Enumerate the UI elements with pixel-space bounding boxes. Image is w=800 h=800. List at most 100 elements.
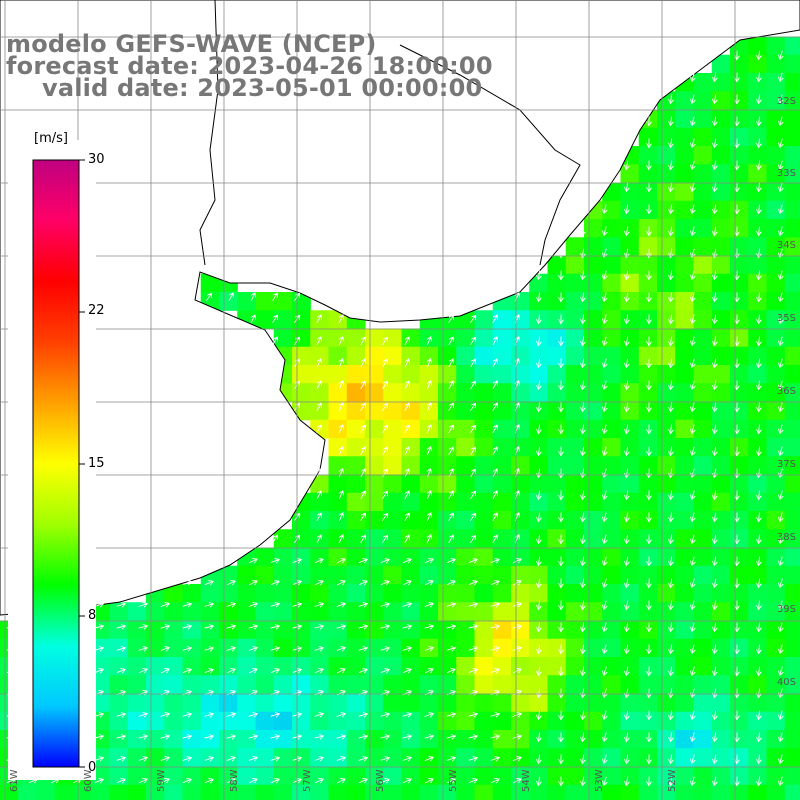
wind-cell <box>474 529 494 549</box>
wind-arrow <box>490 602 501 608</box>
wind-cell <box>346 584 366 603</box>
wind-cell <box>529 273 549 293</box>
wind-cell <box>456 492 476 512</box>
wind-cell <box>711 237 731 257</box>
wind-arrow <box>226 624 237 630</box>
wind-arrow <box>646 710 652 721</box>
wind-arrow <box>448 424 454 434</box>
wind-arrow <box>248 756 258 762</box>
wind-cell <box>328 346 348 366</box>
wind-arrow <box>558 534 564 545</box>
wind-cell <box>730 529 749 549</box>
wind-arrow <box>94 646 105 652</box>
wind-cell <box>511 730 530 749</box>
wind-cell <box>255 547 275 567</box>
wind-cell <box>419 711 439 731</box>
wind-arrow <box>668 336 674 347</box>
wind-arrow <box>204 778 214 784</box>
wind-cell <box>766 200 786 220</box>
wind-cell <box>383 638 403 658</box>
wind-cell <box>784 237 800 257</box>
wind-arrow <box>248 668 258 674</box>
wind-arrow <box>756 666 762 677</box>
wind-cell <box>784 273 800 293</box>
wind-arrow <box>469 314 477 323</box>
wind-cell <box>401 730 421 749</box>
wind-cell <box>328 620 348 640</box>
wind-cell <box>237 748 257 768</box>
wind-cell <box>693 164 713 184</box>
wind-cell <box>419 383 439 403</box>
wind-cell <box>146 711 165 731</box>
wind-cell <box>602 273 622 293</box>
wind-cell <box>693 146 713 165</box>
wind-cell <box>474 730 494 749</box>
wind-cell <box>730 54 749 74</box>
wind-cell <box>730 766 749 786</box>
wind-arrow <box>756 336 762 347</box>
wind-cell <box>164 784 184 800</box>
wind-cell <box>419 474 439 494</box>
wind-arrow <box>336 602 346 608</box>
wind-arrow <box>404 512 410 522</box>
wind-cell <box>456 584 476 603</box>
wind-arrow <box>314 558 324 564</box>
wind-cell <box>748 346 768 366</box>
wind-cell <box>164 730 184 749</box>
wind-arrow <box>580 732 586 743</box>
wind-cell <box>547 328 567 348</box>
wind-arrow <box>712 534 718 545</box>
wind-cell <box>748 693 768 713</box>
wind-arrow <box>536 534 542 545</box>
wind-arrow <box>602 204 608 215</box>
wind-arrow <box>668 204 674 215</box>
wind-cell <box>511 474 530 494</box>
wind-cell <box>657 219 676 238</box>
wind-cell <box>346 602 366 622</box>
wind-arrow <box>712 490 718 501</box>
wind-arrow <box>580 666 586 677</box>
wind-cell <box>456 383 476 403</box>
wind-cell <box>328 748 348 768</box>
wind-cell <box>547 657 567 676</box>
wind-cell <box>638 292 658 311</box>
wind-arrow <box>226 602 236 608</box>
wind-cell <box>693 365 713 384</box>
wind-cell <box>18 784 38 800</box>
wind-arrow <box>360 490 366 500</box>
wind-cell <box>346 565 366 585</box>
wind-cell <box>219 730 238 749</box>
wind-arrow <box>204 624 215 630</box>
wind-arrow <box>446 778 456 784</box>
wind-cell <box>474 401 494 421</box>
wind-arrow <box>336 712 347 718</box>
wind-cell <box>401 419 421 439</box>
wind-cell <box>693 401 713 421</box>
wind-cell <box>693 255 713 275</box>
wind-cell <box>711 164 731 184</box>
wind-cell <box>365 547 384 567</box>
wind-cell <box>255 711 275 731</box>
wind-arrow <box>624 314 630 325</box>
wind-cell <box>602 748 622 768</box>
wind-cell <box>273 529 293 549</box>
wind-cell <box>346 638 366 658</box>
wind-arrow <box>314 602 325 608</box>
wind-arrow <box>778 710 784 721</box>
wind-cell <box>401 438 421 457</box>
wind-arrow <box>448 380 454 390</box>
lon-label-60w: 60W <box>83 769 94 792</box>
wind-cell <box>620 365 640 384</box>
wind-cell <box>766 511 786 530</box>
wind-arrow <box>402 580 412 586</box>
wind-arrow <box>469 512 477 521</box>
wind-arrow <box>668 490 674 501</box>
wind-cell <box>620 328 640 348</box>
wind-cell <box>565 365 585 384</box>
wind-cell <box>492 328 512 348</box>
wind-arrow <box>424 624 435 630</box>
wind-cell <box>182 638 202 658</box>
wind-cell <box>711 565 731 585</box>
wind-cell <box>401 784 421 800</box>
